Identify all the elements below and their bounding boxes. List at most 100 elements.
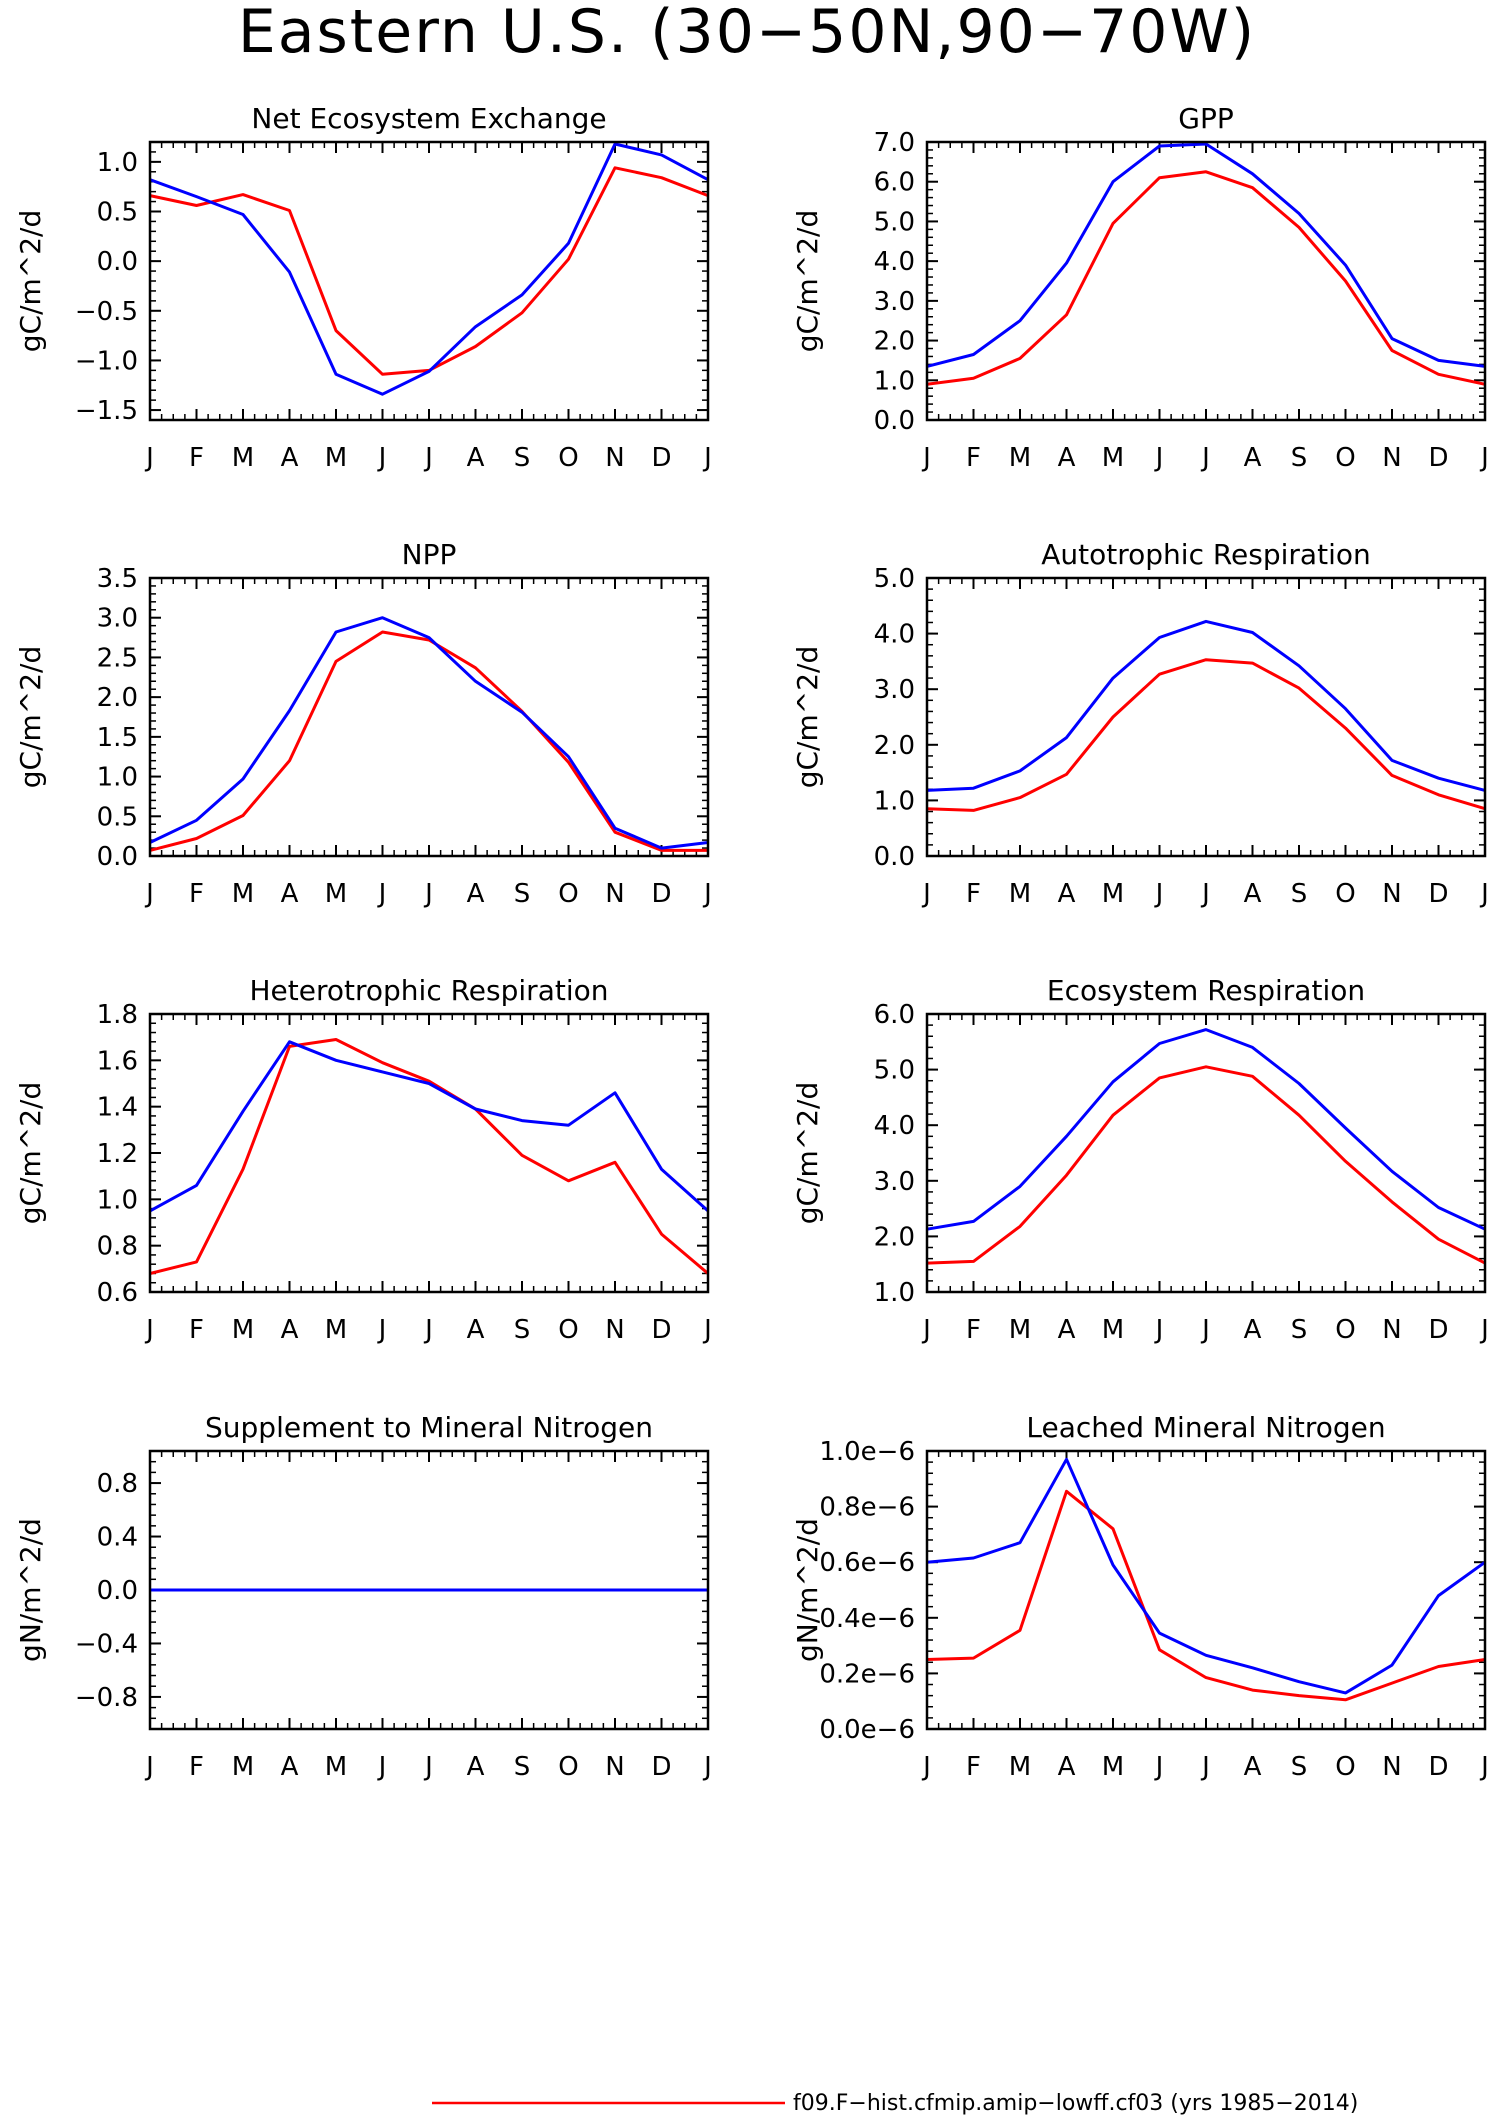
series-line-blue (926, 142, 1486, 368)
y-tick-label: 0.8 (97, 1232, 138, 1262)
y-tick-label: 2.0 (97, 683, 138, 713)
x-tick-label: A (467, 1315, 485, 1345)
x-tick-label: M (1009, 1752, 1031, 1782)
y-tick-label: 1.4 (97, 1093, 138, 1123)
chart-title: GPP (1178, 102, 1233, 135)
series-line-blue (926, 619, 1486, 792)
x-tick-label: J (921, 1752, 931, 1782)
y-axis-label: gC/m^2/d (791, 210, 824, 353)
x-tick-label: A (1244, 879, 1262, 909)
y-tick-label: 3.0 (97, 604, 138, 634)
series-line-red (149, 630, 708, 852)
y-tick-label: 3.5 (97, 564, 138, 594)
x-tick-label: M (325, 1752, 347, 1782)
y-tick-label: 1.5 (97, 723, 138, 753)
x-tick-label: M (232, 443, 254, 473)
x-tick-label: J (1479, 1752, 1489, 1782)
x-tick-label: D (651, 879, 671, 909)
y-tick-label: 1.0e−6 (819, 1437, 915, 1467)
y-tick-label: 1.0 (97, 1185, 138, 1215)
x-tick-label: M (1102, 1752, 1124, 1782)
series-line-blue (926, 1457, 1486, 1695)
x-tick-label: A (281, 443, 299, 473)
series-line-blue (149, 142, 709, 396)
chart-title: Ecosystem Respiration (1047, 974, 1365, 1007)
x-tick-label: A (1058, 443, 1076, 473)
series-line-red (149, 166, 709, 376)
y-tick-label: 4.0 (874, 620, 915, 650)
x-tick-label: J (377, 1752, 387, 1782)
x-tick-label: A (281, 1315, 299, 1345)
x-tick-label: S (514, 443, 531, 473)
x-tick-label: J (377, 879, 387, 909)
y-tick-label: −0.4 (75, 1629, 138, 1659)
series-line-red (926, 1065, 1486, 1265)
y-tick-label: 5.0 (874, 564, 915, 594)
chart-title: Supplement to Mineral Nitrogen (205, 1411, 653, 1444)
x-tick-label: M (232, 879, 254, 909)
y-tick-label: 4.0 (874, 247, 915, 277)
y-tick-label: 1.0 (874, 366, 915, 396)
y-tick-label: 0.5 (97, 802, 138, 832)
y-tick-label: 3.0 (874, 675, 915, 705)
x-tick-label: F (966, 879, 981, 909)
plot-frame (925, 1012, 1487, 1294)
x-tick-label: N (1382, 1315, 1401, 1345)
legend-label: f09.F−hist.cfmip.amip−lowff.cf03 (yrs 19… (793, 2091, 1358, 2116)
y-tick-label: 0.5 (97, 198, 138, 228)
x-tick-label: A (467, 879, 485, 909)
x-tick-label: O (558, 1752, 578, 1782)
x-tick-label: J (144, 1315, 154, 1345)
x-tick-label: J (1479, 443, 1489, 473)
y-tick-label: 0.0 (97, 1576, 138, 1606)
y-tick-label: 0.4 (97, 1523, 138, 1553)
series-line-red (926, 170, 1486, 386)
x-tick-label: J (144, 443, 154, 473)
x-tick-label: F (189, 443, 204, 473)
chart-title: Autotrophic Respiration (1041, 538, 1370, 571)
y-tick-label: 1.0 (97, 148, 138, 178)
chart-title: Heterotrophic Respiration (250, 974, 609, 1007)
x-tick-label: J (1200, 443, 1210, 473)
y-tick-label: 0.0 (97, 842, 138, 872)
figure-title: Eastern U.S. (30−50N,90−70W) (238, 0, 1256, 67)
x-tick-label: S (514, 1752, 531, 1782)
y-tick-label: 4.0 (874, 1111, 915, 1141)
series-line-blue (149, 616, 709, 850)
x-tick-label: N (605, 879, 624, 909)
x-tick-label: M (1009, 879, 1031, 909)
plot-frame (148, 140, 710, 422)
x-tick-label: J (144, 1752, 154, 1782)
x-tick-label: M (1102, 443, 1124, 473)
y-tick-label: 7.0 (874, 128, 915, 158)
y-axis-label: gC/m^2/d (791, 1082, 824, 1225)
x-tick-label: F (966, 443, 981, 473)
series-line-blue (926, 1028, 1486, 1231)
x-tick-label: J (702, 879, 712, 909)
x-tick-label: N (1382, 443, 1401, 473)
plot-frame (925, 1449, 1487, 1731)
x-tick-label: J (702, 1752, 712, 1782)
x-tick-label: J (702, 443, 712, 473)
x-tick-label: M (1102, 879, 1124, 909)
x-tick-label: N (605, 1315, 624, 1345)
y-tick-label: 0.0e−6 (819, 1715, 915, 1745)
y-tick-label: −0.8 (75, 1683, 138, 1713)
y-tick-label: 0.8 (97, 1469, 138, 1499)
x-tick-label: N (605, 1752, 624, 1782)
y-axis-label: gC/m^2/d (14, 210, 47, 353)
x-tick-label: J (1479, 1315, 1489, 1345)
x-tick-label: O (1335, 1752, 1355, 1782)
x-tick-label: J (423, 1315, 433, 1345)
y-axis-label: gC/m^2/d (791, 646, 824, 789)
x-tick-label: D (1428, 1315, 1448, 1345)
y-tick-label: 0.6 (97, 1278, 138, 1308)
x-tick-label: J (1479, 879, 1489, 909)
x-tick-label: J (1154, 879, 1164, 909)
x-tick-label: S (1291, 879, 1308, 909)
x-tick-label: F (189, 879, 204, 909)
